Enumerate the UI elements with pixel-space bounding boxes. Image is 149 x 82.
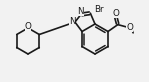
Text: O: O [25, 22, 31, 31]
Text: N: N [78, 7, 84, 15]
Text: O: O [126, 23, 133, 32]
Text: Br: Br [95, 5, 104, 14]
Text: O: O [112, 9, 119, 18]
Text: N: N [69, 17, 75, 26]
